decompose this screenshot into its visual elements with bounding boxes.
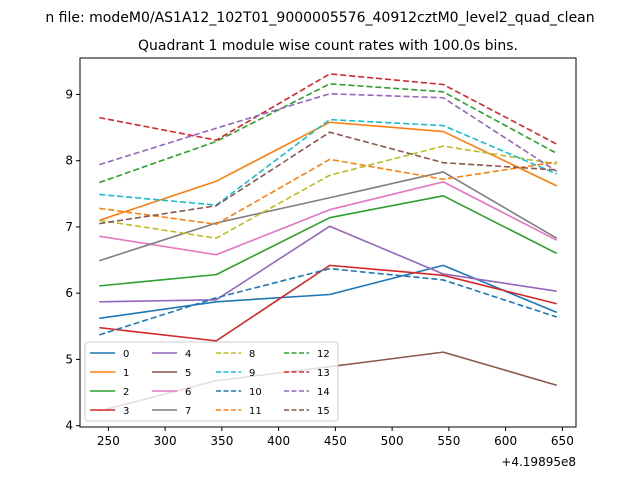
x-tick-label: 400 <box>267 434 290 448</box>
legend-label-10: 10 <box>249 387 262 398</box>
legend-label-3: 3 <box>123 406 129 417</box>
legend-label-2: 2 <box>123 387 129 398</box>
y-tick-label: 9 <box>65 87 73 101</box>
series-line-13 <box>99 73 558 145</box>
legend-label-8: 8 <box>249 349 255 360</box>
y-tick-label: 6 <box>65 286 73 300</box>
y-tick-label: 8 <box>65 154 73 168</box>
series-line-14 <box>99 92 558 172</box>
series-line-6 <box>99 181 558 256</box>
legend-label-15: 15 <box>317 406 330 417</box>
series-line-1 <box>99 121 558 222</box>
series-line-9 <box>99 118 558 206</box>
x-tick-label: 550 <box>437 434 460 448</box>
series-line-7 <box>99 171 558 262</box>
legend-label-4: 4 <box>185 349 191 360</box>
legend-label-11: 11 <box>249 406 262 417</box>
plot-border <box>79 57 577 428</box>
series-line-2 <box>99 195 558 287</box>
figure-suptitle: n file: modeM0/AS1A12_102T01_9000005576_… <box>45 10 594 26</box>
series-line-3 <box>99 264 557 342</box>
x-tick-label: 450 <box>324 434 347 448</box>
legend-label-14: 14 <box>317 387 330 398</box>
y-tick-label: 7 <box>65 220 73 234</box>
legend-label-12: 12 <box>317 349 330 360</box>
series-line-11 <box>99 158 557 226</box>
legend-label-0: 0 <box>123 349 129 360</box>
x-tick-label: 250 <box>97 434 120 448</box>
series-lines <box>99 73 558 412</box>
x-offset-label: +4.19895e8 <box>501 455 576 469</box>
series-line-10 <box>99 267 557 336</box>
legend-label-5: 5 <box>185 368 191 379</box>
chart-title: Quadrant 1 module wise count rates with … <box>138 38 518 54</box>
x-tick-label: 600 <box>494 434 517 448</box>
x-tick-label: 650 <box>551 434 574 448</box>
x-tick-label: 300 <box>154 434 177 448</box>
series-line-4 <box>99 225 557 303</box>
series-line-8 <box>99 145 557 239</box>
series-line-12 <box>99 83 558 184</box>
legend-label-9: 9 <box>249 368 255 379</box>
legend-box <box>84 341 339 422</box>
x-tick-label: 350 <box>210 434 233 448</box>
x-tick-label: 500 <box>381 434 404 448</box>
legend-label-1: 1 <box>123 368 129 379</box>
y-tick-label: 5 <box>65 352 73 366</box>
series-line-0 <box>99 264 558 320</box>
series-line-15 <box>99 131 557 225</box>
legend-label-7: 7 <box>185 406 191 417</box>
legend-label-13: 13 <box>317 368 330 379</box>
y-tick-label: 4 <box>65 419 73 433</box>
legend-label-6: 6 <box>185 387 191 398</box>
